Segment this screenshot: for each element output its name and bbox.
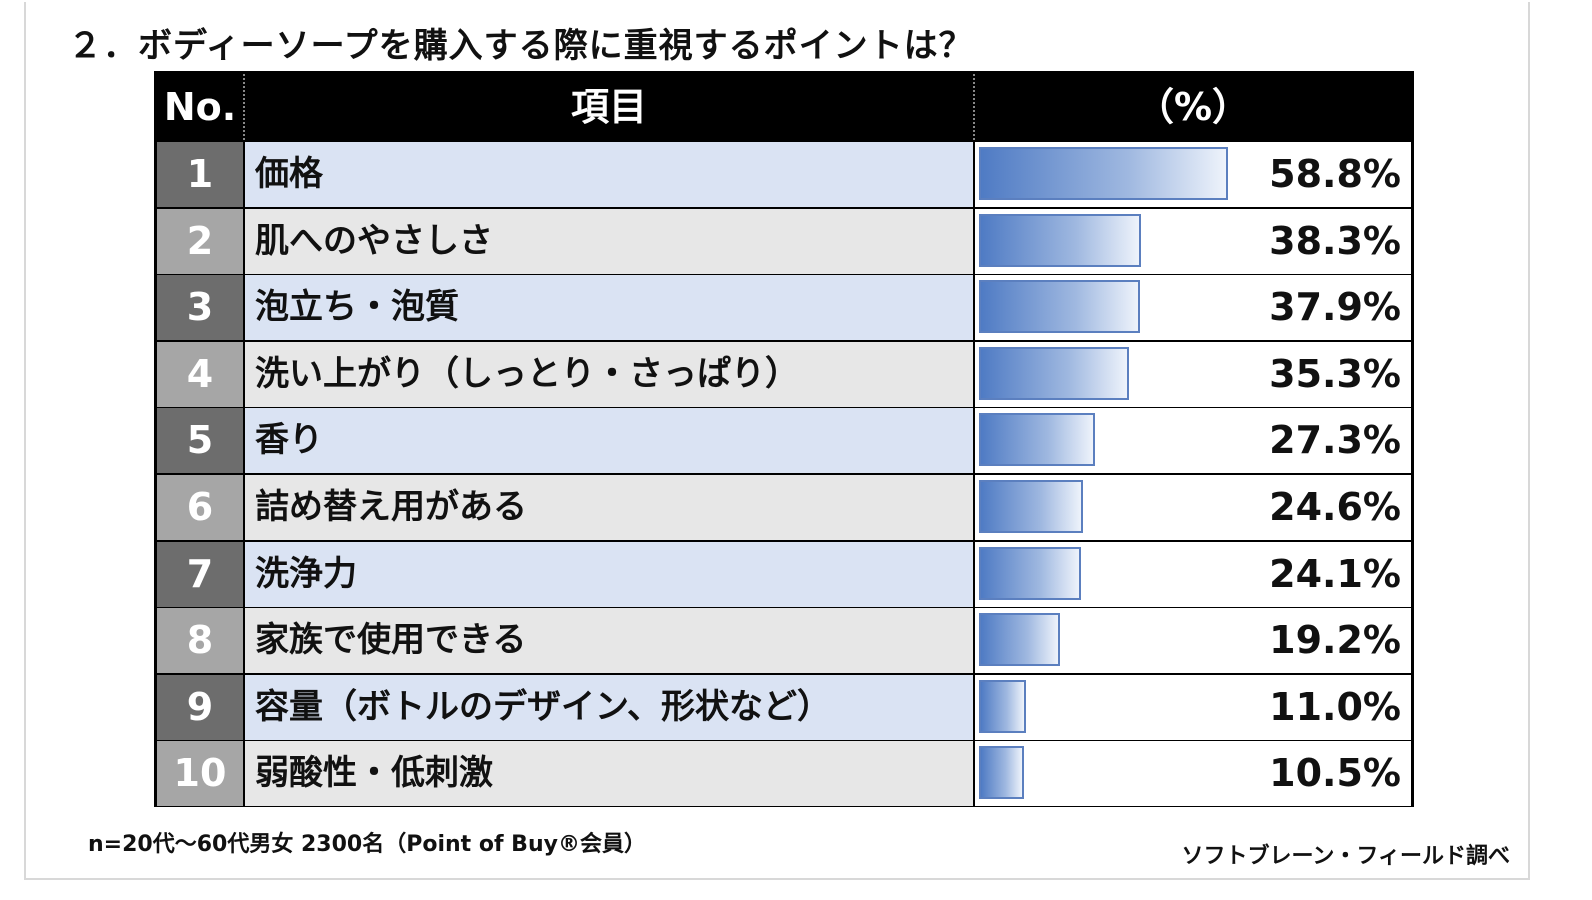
ranking-table: No. 項目 （%） 1 価格 58.8% 2 肌へのやさしさ 38.3% 3 泡立ち・泡質 3… xyxy=(154,71,1414,807)
category-label: 泡立ち・泡質 xyxy=(245,275,973,341)
value-label: 11.0% xyxy=(1269,684,1401,729)
category-label: 肌へのやさしさ xyxy=(245,208,973,274)
value-bar xyxy=(979,346,1129,400)
category-label: 詰め替え用がある xyxy=(245,475,973,540)
percent-cell: 37.9% xyxy=(975,275,1411,341)
rank-number: 6 xyxy=(157,475,243,540)
value-label: 58.8% xyxy=(1269,152,1401,196)
table-row: 3 泡立ち・泡質 37.9% xyxy=(157,275,1411,341)
table-row: 2 肌へのやさしさ 38.3% xyxy=(157,208,1411,274)
value-bar xyxy=(979,480,1083,533)
value-bar xyxy=(979,546,1081,600)
rank-number: 5 xyxy=(157,408,243,474)
category-label: 洗い上がり（しっとり・さっぱり） xyxy=(245,341,973,407)
percent-cell: 38.3% xyxy=(975,208,1411,274)
value-bar xyxy=(979,413,1095,467)
value-label: 24.1% xyxy=(1269,551,1401,596)
table-row: 8 家族で使用できる 19.2% xyxy=(157,608,1411,674)
value-label: 27.3% xyxy=(1269,418,1401,463)
category-label: 価格 xyxy=(245,142,973,207)
value-bar xyxy=(979,213,1141,267)
percent-cell: 35.3% xyxy=(975,341,1411,407)
percent-cell: 24.1% xyxy=(975,541,1411,607)
rank-number: 3 xyxy=(157,275,243,341)
rank-number: 2 xyxy=(157,208,243,274)
value-label: 35.3% xyxy=(1269,351,1401,396)
percent-cell: 19.2% xyxy=(975,608,1411,674)
value-label: 38.3% xyxy=(1269,218,1401,263)
category-label: 家族で使用できる xyxy=(245,608,973,674)
category-label: 弱酸性・低刺激 xyxy=(245,741,973,807)
value-bar xyxy=(979,679,1026,733)
percent-cell: 27.3% xyxy=(975,408,1411,474)
rank-number: 9 xyxy=(157,674,243,740)
rank-number: 8 xyxy=(157,608,243,674)
category-label: 香り xyxy=(245,408,973,474)
table-row: 1 価格 58.8% xyxy=(157,142,1411,207)
percent-cell: 24.6% xyxy=(975,475,1411,540)
value-label: 37.9% xyxy=(1269,285,1401,330)
table-row: 10 弱酸性・低刺激 10.5% xyxy=(157,741,1411,807)
header-percent: （%） xyxy=(1135,85,1251,129)
value-bar xyxy=(979,613,1060,667)
value-label: 19.2% xyxy=(1269,618,1401,663)
chart-title: ２．ボディーソープを購入する際に重視するポイントは？ xyxy=(68,26,974,66)
value-label: 24.6% xyxy=(1269,485,1401,529)
table-row: 4 洗い上がり（しっとり・さっぱり） 35.3% xyxy=(157,341,1411,407)
source-credit: ソフトブレーン・フィールド調べ xyxy=(1181,844,1510,869)
sample-note: n=20代～60代男女 2300名（Point of Buy®会員） xyxy=(88,832,646,857)
value-bar xyxy=(979,746,1024,800)
slide-frame xyxy=(24,2,1530,880)
table-header: No. 項目 （%） xyxy=(157,74,1411,140)
rank-number: 10 xyxy=(157,741,243,807)
category-label: 洗浄力 xyxy=(245,541,973,607)
table-row: 5 香り 27.3% xyxy=(157,408,1411,474)
value-label: 10.5% xyxy=(1269,751,1401,796)
category-label: 容量（ボトルのデザイン、形状など） xyxy=(245,674,973,740)
rank-number: 7 xyxy=(157,541,243,607)
percent-cell: 10.5% xyxy=(975,741,1411,807)
percent-cell: 58.8% xyxy=(975,142,1411,207)
table-row: 7 洗浄力 24.1% xyxy=(157,541,1411,607)
table-row: 9 容量（ボトルのデザイン、形状など） 11.0% xyxy=(157,674,1411,740)
rank-number: 1 xyxy=(157,142,243,207)
table-row: 6 詰め替え用がある 24.6% xyxy=(157,475,1411,540)
value-bar xyxy=(979,147,1228,200)
rank-number: 4 xyxy=(157,341,243,407)
header-item: 項目 xyxy=(245,74,975,140)
value-bar xyxy=(979,280,1140,334)
header-no: No. xyxy=(157,74,245,140)
percent-cell: 11.0% xyxy=(975,674,1411,740)
